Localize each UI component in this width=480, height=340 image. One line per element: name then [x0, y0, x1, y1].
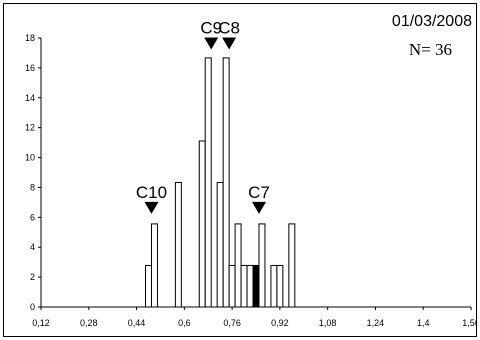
date-label: 01/03/2008 [392, 13, 472, 30]
x-tick-label: 0,6 [178, 318, 191, 328]
histogram-bar [216, 182, 224, 308]
histogram-bar [252, 264, 260, 308]
y-tick-label: 0 [30, 302, 35, 312]
histogram-bar [234, 223, 242, 308]
x-tick-label: 1,4 [417, 318, 430, 328]
histogram-bar [174, 182, 182, 308]
y-tick-label: 4 [30, 242, 35, 252]
cluster-label: C10 [136, 183, 167, 202]
x-tick-label: 1,24 [367, 318, 385, 328]
x-tick-label: 1,56 [462, 318, 476, 328]
cluster-marker-icon [251, 201, 266, 214]
histogram-bar [150, 223, 158, 308]
cluster-label: C7 [248, 183, 270, 202]
histogram-chart: 0 2 4 6 8 10 12 14 16 18 0,12 0,28 0,44 0,6 0,76 0,92 1,… [25, 13, 476, 328]
histogram-bar [258, 223, 266, 308]
histogram-bar [276, 264, 284, 308]
cluster-marker-icon [204, 37, 219, 50]
histogram-panel: 0 2 4 6 8 10 12 14 16 18 0,12 0,28 0,44 0,6 0,76 0,92 1,… [3, 3, 477, 337]
histogram-bar [246, 264, 254, 308]
y-tick-label: 8 [30, 182, 35, 192]
y-tick-label: 14 [25, 93, 35, 103]
axes: 0 2 4 6 8 10 12 14 16 18 0,12 0,28 0,44 0,6 0,76 0,92 1,… [25, 33, 476, 328]
sample-size-label: N= 36 [409, 40, 452, 59]
bars [145, 57, 296, 308]
y-tick-label: 10 [25, 153, 35, 163]
y-tick-label: 6 [30, 212, 35, 222]
histogram-bar [240, 264, 248, 308]
x-tick-label: 1,08 [319, 318, 337, 328]
histogram-bar [270, 264, 278, 308]
x-tick-label: 0,12 [32, 318, 50, 328]
y-tick-label: 12 [25, 123, 35, 133]
cluster-marker-icon [144, 201, 159, 214]
histogram-bar [228, 264, 236, 308]
y-tick-label: 2 [30, 272, 35, 282]
histogram-bar [204, 57, 212, 308]
x-tick-label: 0,92 [271, 318, 289, 328]
histogram-bar [222, 57, 230, 308]
x-tick-label: 0,28 [80, 318, 98, 328]
cluster-label: C8 [218, 18, 240, 37]
cluster-label: C9 [200, 18, 222, 37]
x-tick-label: 0,76 [223, 318, 241, 328]
y-tick-label: 16 [25, 63, 35, 73]
cluster-marker-icon [222, 37, 237, 50]
histogram-bar [198, 140, 206, 308]
histogram-bar [145, 264, 152, 308]
x-tick-label: 0,44 [128, 318, 146, 328]
y-tick-label: 18 [25, 33, 35, 43]
histogram-bar [288, 223, 296, 308]
